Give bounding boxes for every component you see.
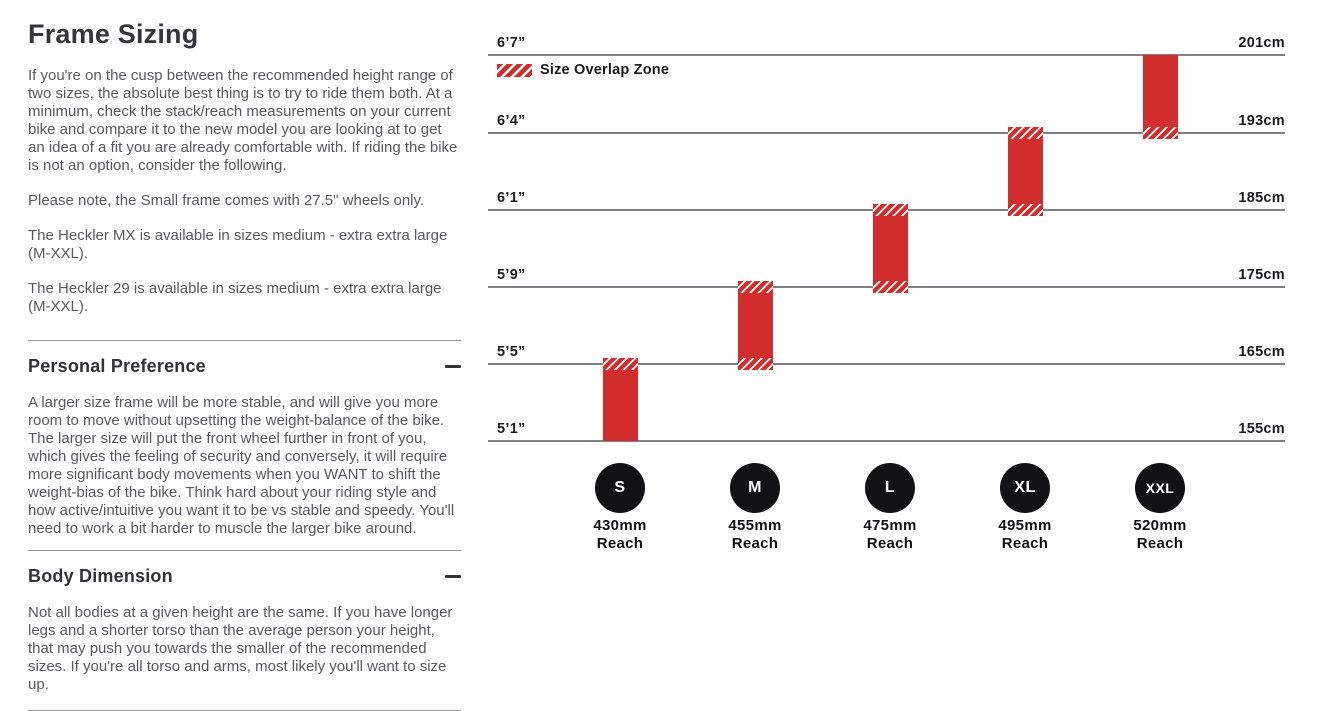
height-gridline (488, 54, 1285, 56)
legend-label: Size Overlap Zone (540, 62, 670, 78)
height-label-imperial: 5’9” (497, 267, 526, 283)
height-label-metric: 201cm (1238, 35, 1285, 51)
reach-label-l: 475mm Reach (840, 517, 940, 553)
collapse-minus-icon[interactable] (439, 568, 461, 586)
reach-word: Reach (731, 535, 779, 552)
reach-word: Reach (596, 535, 644, 552)
reach-label-xl: 495mm Reach (975, 517, 1075, 553)
frame-size-chart: 6’7” 6’4” 6’1” 5’9” 5’5” 5’1” 201cm 193c… (488, 0, 1285, 570)
overlap-hatch-icon (873, 281, 908, 293)
overlap-hatch-swatch-icon (497, 63, 532, 77)
section-divider (28, 550, 461, 551)
size-range-bar-m (738, 281, 773, 370)
frame-sizing-panel: Frame Sizing If you're on the cusp betwe… (28, 18, 461, 711)
section-divider (28, 340, 461, 341)
minus-icon (445, 365, 461, 368)
size-circle-m: M (730, 463, 780, 513)
minus-icon (445, 575, 461, 578)
size-circle-xxl: XXL (1135, 463, 1185, 513)
reach-value: 455mm (728, 517, 782, 534)
overlap-hatch-icon (1008, 127, 1043, 139)
intro-paragraph: If you're on the cusp between the recomm… (28, 67, 458, 174)
reach-value: 475mm (863, 517, 917, 534)
height-label-metric: 193cm (1238, 113, 1285, 129)
overlap-hatch-icon (738, 358, 773, 370)
height-label-metric: 185cm (1238, 190, 1285, 206)
overlap-hatch-icon (738, 281, 773, 293)
legend: Size Overlap Zone (497, 62, 669, 78)
reach-label-m: 455mm Reach (705, 517, 805, 553)
size-range-bar-xl (1008, 127, 1043, 216)
reach-word: Reach (1136, 535, 1184, 552)
size-circle-l: L (865, 463, 915, 513)
size-circle-xl: XL (1000, 463, 1050, 513)
height-label-imperial: 6’4” (497, 113, 526, 129)
section-title: Personal Preference (28, 356, 206, 376)
height-label-imperial: 6’7” (497, 35, 526, 51)
page-title: Frame Sizing (28, 19, 199, 49)
height-gridline (488, 440, 1285, 442)
section-body-body-dimension: Not all bodies at a given height are the… (28, 604, 453, 693)
height-gridline (488, 132, 1285, 134)
section-body-personal-preference: A larger size frame will be more stable,… (28, 394, 455, 537)
overlap-hatch-icon (1008, 204, 1043, 216)
wheel-note-paragraph: Please note, the Small frame comes with … (28, 192, 425, 209)
reach-word: Reach (1001, 535, 1049, 552)
overlap-hatch-icon (873, 204, 908, 216)
heckler-29-paragraph: The Heckler 29 is available in sizes med… (28, 280, 442, 315)
collapse-minus-icon[interactable] (439, 358, 461, 376)
height-label-imperial: 5’1” (497, 421, 526, 437)
reach-word: Reach (866, 535, 914, 552)
height-label-metric: 165cm (1238, 344, 1285, 360)
overlap-hatch-icon (1143, 127, 1178, 139)
reach-label-xxl: 520mm Reach (1110, 517, 1210, 553)
heckler-mx-paragraph: The Heckler MX is available in sizes med… (28, 227, 448, 262)
reach-value: 520mm (1133, 517, 1187, 534)
size-range-bar-l (873, 204, 908, 293)
height-label-metric: 155cm (1238, 421, 1285, 437)
reach-label-s: 430mm Reach (570, 517, 670, 553)
height-label-imperial: 6’1” (497, 190, 526, 206)
reach-value: 495mm (998, 517, 1052, 534)
size-circle-s: S (595, 463, 645, 513)
height-gridline (488, 363, 1285, 365)
section-header-personal-preference[interactable]: Personal Preference (28, 356, 461, 377)
reach-value: 430mm (593, 517, 647, 534)
size-range-bar-s (603, 358, 638, 441)
overlap-hatch-icon (603, 358, 638, 370)
height-label-imperial: 5’5” (497, 344, 526, 360)
size-range-bar-xxl (1143, 55, 1178, 139)
section-header-body-dimension[interactable]: Body Dimension (28, 566, 461, 587)
height-label-metric: 175cm (1238, 267, 1285, 283)
section-title: Body Dimension (28, 566, 173, 586)
